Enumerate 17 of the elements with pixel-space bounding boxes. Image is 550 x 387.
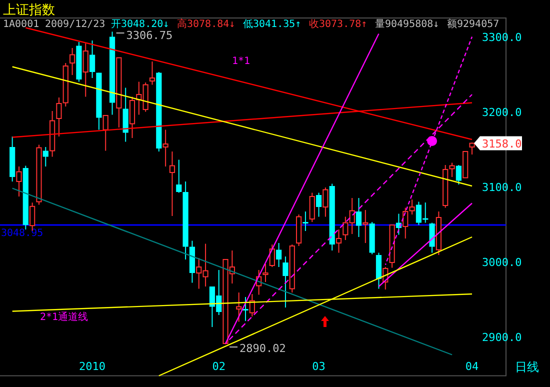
annotation: 量90495808↓ bbox=[375, 19, 440, 30]
annotation: 3306.75 bbox=[116, 29, 173, 42]
ref-line-label: 3048.95 bbox=[1, 228, 44, 240]
annotation: 2890.02 bbox=[240, 342, 286, 355]
annotation: 高3078.84↓ bbox=[177, 19, 236, 30]
annotation: 2890.02 bbox=[229, 342, 286, 355]
annotation: 2009/12/23 bbox=[45, 19, 106, 30]
annotation: 收3073.78↑ bbox=[309, 19, 368, 30]
title: 上证指数 bbox=[3, 3, 55, 18]
annotation: 2*1通道线 bbox=[40, 312, 88, 323]
annotation: 低3041.35↑ bbox=[243, 19, 302, 30]
annotation: 日线 bbox=[515, 360, 539, 374]
annotation: 开3048.20↓ bbox=[111, 19, 170, 30]
annotation: 1A0001 bbox=[3, 19, 40, 30]
annotation: 1*1 bbox=[232, 56, 250, 67]
annotation: 3306.75 bbox=[126, 29, 173, 42]
annotation: 额9294057 bbox=[447, 19, 500, 30]
